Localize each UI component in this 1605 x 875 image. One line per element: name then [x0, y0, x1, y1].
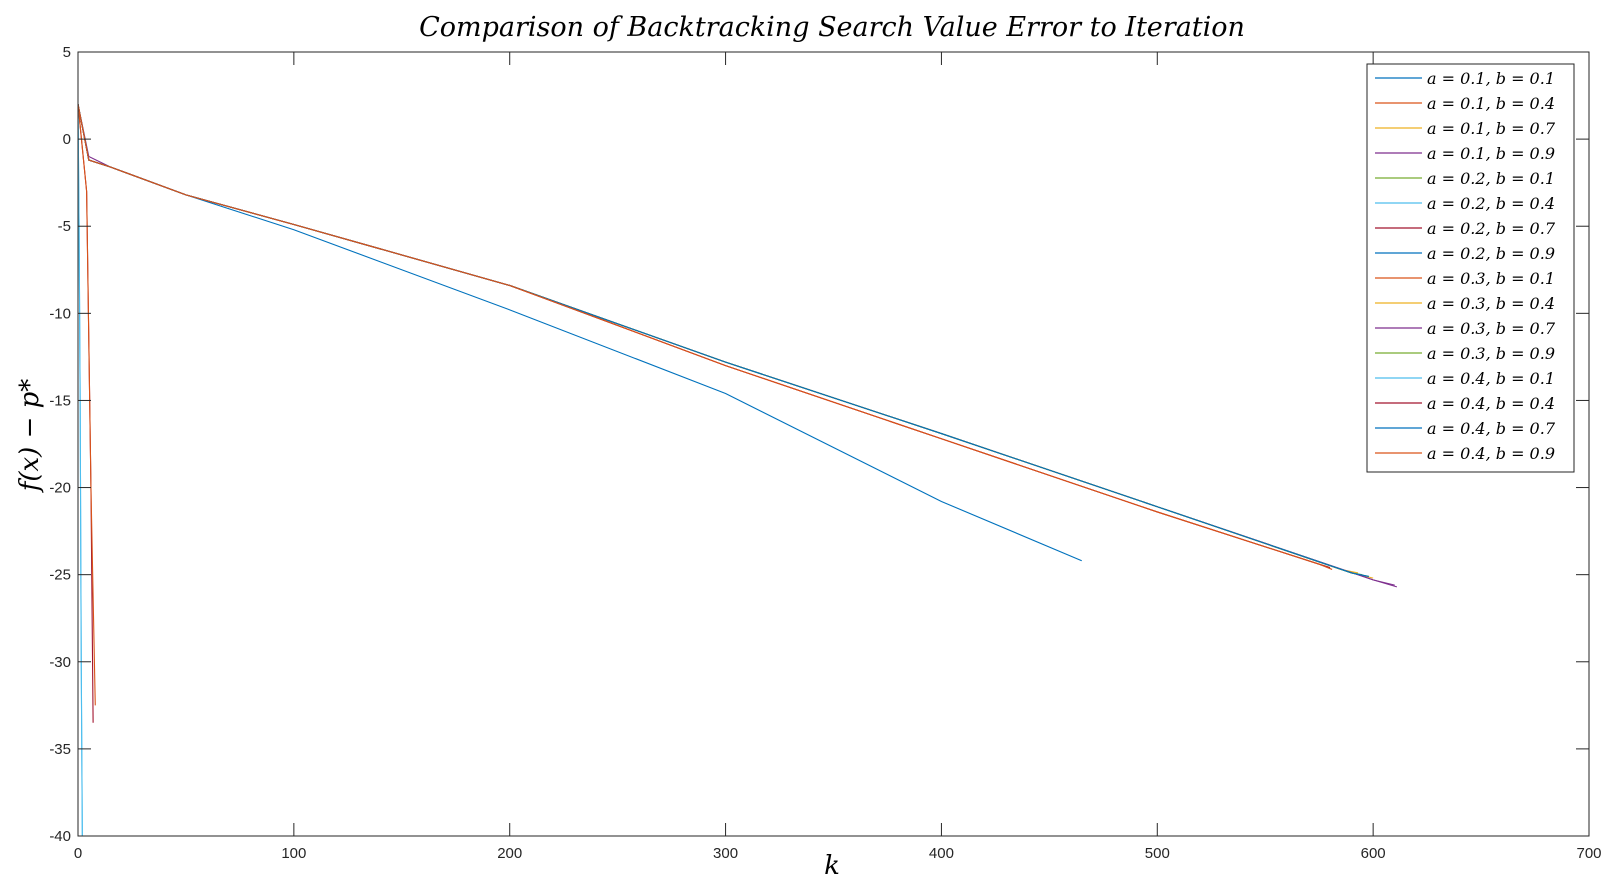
y-tick-label: -20: [49, 480, 71, 497]
x-tick-label: 100: [281, 845, 306, 862]
x-tick-label: 400: [929, 845, 954, 862]
legend-label: a = 0.1, b = 0.7: [1427, 119, 1556, 138]
y-tick-label: -15: [49, 392, 71, 409]
y-tick-label: -25: [49, 567, 71, 584]
y-tick-label: -10: [49, 305, 71, 322]
y-tick-label: -5: [58, 218, 71, 235]
chart-title: Comparison of Backtracking Search Value …: [419, 12, 1245, 43]
legend-label: a = 0.3, b = 0.1: [1427, 269, 1555, 288]
legend-label: a = 0.2, b = 0.9: [1427, 244, 1555, 263]
x-tick-label: 700: [1576, 845, 1601, 862]
x-tick-label: 200: [497, 845, 522, 862]
y-tick-label: -40: [49, 828, 71, 845]
plot-frame: [77, 51, 1590, 837]
x-tick-label: 500: [1145, 845, 1170, 862]
legend-label: a = 0.3, b = 0.9: [1427, 344, 1555, 363]
legend-label: a = 0.4, b = 0.7: [1427, 419, 1556, 438]
legend-label: a = 0.2, b = 0.1: [1427, 169, 1555, 188]
y-tick-label: -35: [49, 741, 71, 758]
legend-label: a = 0.4, b = 0.9: [1427, 444, 1555, 463]
x-tick-label: 600: [1361, 845, 1386, 862]
x-tick-label: 300: [713, 845, 738, 862]
axis-ticks: 0 100 200 300 400 500 600 700 5 0 -5 -10 -15 -20 -25 -3…: [49, 44, 1601, 862]
y-tick-label: -30: [49, 654, 71, 671]
legend: a = 0.1, b = 0.1 a = 0.1, b = 0.4 a = 0.1,…: [1366, 63, 1575, 473]
legend-label: a = 0.3, b = 0.4: [1427, 294, 1555, 313]
legend-label: a = 0.2, b = 0.4: [1427, 194, 1555, 213]
legend-box: [1366, 63, 1575, 473]
y-axis-label: f(x) − p*: [15, 379, 45, 494]
legend-label: a = 0.4, b = 0.1: [1427, 369, 1555, 388]
legend-label: a = 0.1, b = 0.9: [1427, 144, 1555, 163]
legend-label: a = 0.1, b = 0.1: [1427, 69, 1555, 88]
x-axis-label: k: [824, 851, 840, 875]
x-tick-label: 0: [74, 845, 82, 862]
legend-label: a = 0.4, b = 0.4: [1427, 394, 1555, 413]
series-line-16: [78, 104, 1333, 570]
legend-label: a = 0.1, b = 0.4: [1427, 94, 1555, 113]
y-tick-label: 0: [63, 131, 71, 148]
y-tick-label: 5: [63, 44, 71, 61]
series-line-9: [78, 104, 96, 706]
legend-label: a = 0.3, b = 0.7: [1427, 319, 1556, 338]
legend-label: a = 0.2, b = 0.7: [1427, 219, 1556, 238]
